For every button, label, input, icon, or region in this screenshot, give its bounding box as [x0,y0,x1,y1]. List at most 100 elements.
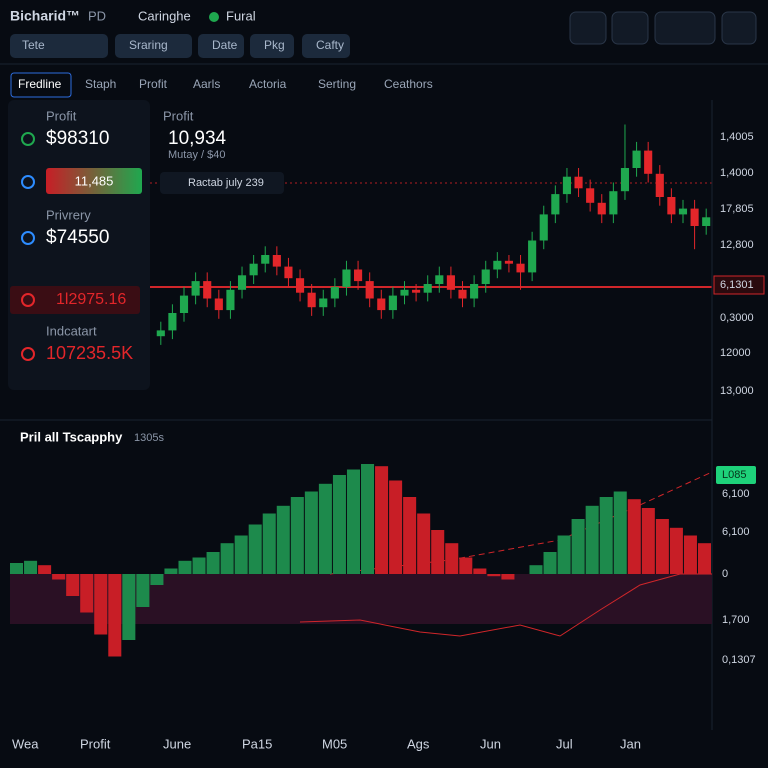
histogram-bar [24,560,38,574]
tab[interactable]: Aarls [193,77,220,91]
histogram-bar [248,524,262,574]
candle-body [168,313,177,331]
candle-body [365,281,374,299]
candle-body [574,176,583,189]
toolbar-button[interactable] [115,34,192,58]
x-axis-label: Wea [12,736,39,751]
tab[interactable]: Profit [139,77,168,91]
chart-title: Pril all Tscapphy [20,429,123,444]
signal-line [299,573,712,637]
icon-button[interactable] [721,11,757,45]
histogram-bar [557,535,571,574]
histogram-bar [150,574,164,585]
toolbar-button[interactable] [198,34,244,58]
header-pd: PD [88,8,106,23]
icon-button[interactable] [654,11,716,45]
tab[interactable]: Ceathors [384,77,433,91]
histogram-bar [459,557,473,574]
histogram-bar [38,565,52,574]
candle-body [237,275,247,290]
stat-label: Privrery [46,207,91,222]
histogram-bar [10,563,24,574]
histogram-bar [164,568,178,574]
candle-body [203,281,212,299]
stat-value: $74550 [46,227,109,248]
y-axis-label: 0 [722,568,728,580]
x-axis-label: Jan [620,736,641,751]
histogram-bar [543,552,557,574]
histogram-bar [122,574,136,640]
candle-body [667,197,676,215]
candle-body [493,260,502,270]
histogram-bar [389,480,403,574]
y-axis-label: 0,1307 [722,654,756,666]
header-link[interactable]: Caringhe [138,8,191,23]
candle-body [702,217,711,226]
candle-body [272,255,281,267]
candle-body [191,281,200,296]
histogram-bar [108,574,122,657]
histogram-bar [234,535,248,574]
icon [21,175,35,189]
icon-button[interactable] [569,11,607,45]
histogram-bar [585,505,599,574]
candle-body [307,292,316,308]
tab[interactable]: Fredline [18,77,62,91]
icon [21,347,35,361]
histogram-bar [94,574,108,635]
candle-body [330,286,339,299]
toolbar-button[interactable] [302,34,350,58]
histogram-bar [346,469,360,574]
histogram-bar [473,568,487,574]
candle-body [156,330,165,337]
candle-body [690,208,699,226]
histogram-bar [431,530,445,574]
histogram-bar [66,574,80,596]
candle-body [655,173,664,197]
logo: Bicharid™ [10,8,80,24]
stat-value: 11,485 [75,173,114,188]
toolbar-button[interactable] [250,34,294,58]
histogram-bar [318,483,332,574]
candle-body [551,194,560,215]
icon [21,132,35,146]
histogram-bar [206,552,220,574]
y-axis-label: 6,100 [722,488,750,500]
histogram-bar [178,560,192,574]
tab[interactable]: Serting [318,77,356,91]
stat-value: 1l2975.16 [56,291,126,308]
histogram-bar [80,574,94,613]
icon-button[interactable] [611,11,649,45]
chart-value: 10,934 [168,128,227,149]
histogram-bar [599,497,613,574]
histogram-bar [276,505,290,574]
stat-bar [46,168,142,194]
candle-body [261,255,270,264]
x-axis-label: Jul [556,736,573,751]
loss-box [10,286,140,314]
tab[interactable]: Staph [85,77,116,91]
stat-value: $98310 [46,128,109,149]
candle-body [319,298,328,308]
toolbar-label: Cafty [316,38,344,52]
histogram-bar [627,499,641,574]
x-axis-label: Jun [480,736,501,751]
x-axis-label: Pa15 [242,736,272,751]
candle-body [342,269,351,287]
y-axis-label: 1,4000 [720,167,754,179]
histogram-bar [655,519,669,574]
toolbar-button[interactable] [10,34,108,58]
status-dot [209,12,219,22]
candle-body [504,260,513,264]
tab-active[interactable] [10,72,72,98]
histogram-bar [332,475,346,574]
y-axis-label: 13,000 [720,385,754,397]
x-axis-label: June [163,736,191,751]
candle-body [435,275,444,284]
header-link[interactable]: Fural [226,8,256,23]
candle-body [678,208,688,215]
candle-body [458,289,467,299]
y-axis-label: 1,700 [722,614,750,626]
tab[interactable]: Actoria [249,77,287,91]
